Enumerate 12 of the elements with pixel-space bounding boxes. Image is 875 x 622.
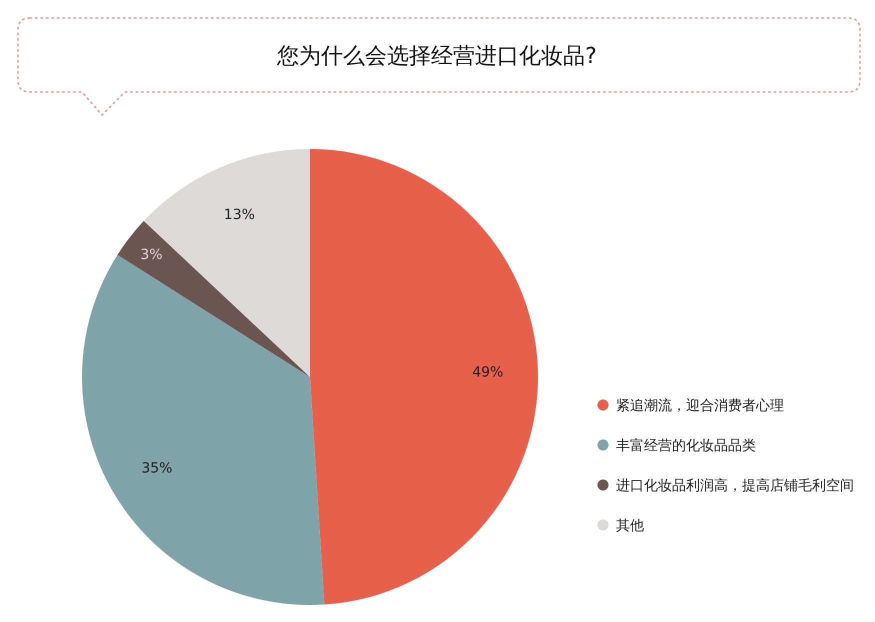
legend-label: 进口化妆品利润高，提高店铺毛利空间 xyxy=(616,478,854,494)
data-label: 13% xyxy=(224,206,255,223)
pie-slice xyxy=(310,149,538,605)
legend-label: 紧追潮流，迎合消费者心理 xyxy=(616,398,784,414)
pie-slice xyxy=(144,149,310,377)
legend-label: 丰富经营的化妆品品类 xyxy=(616,438,756,454)
data-label: 35% xyxy=(141,460,172,477)
pie-slice xyxy=(117,220,310,377)
legend-label: 其他 xyxy=(616,518,644,534)
chart-title: 您为什么会选择经营进口化妆品? xyxy=(276,44,597,69)
data-label: 3% xyxy=(140,247,163,264)
data-label: 49% xyxy=(472,364,504,380)
